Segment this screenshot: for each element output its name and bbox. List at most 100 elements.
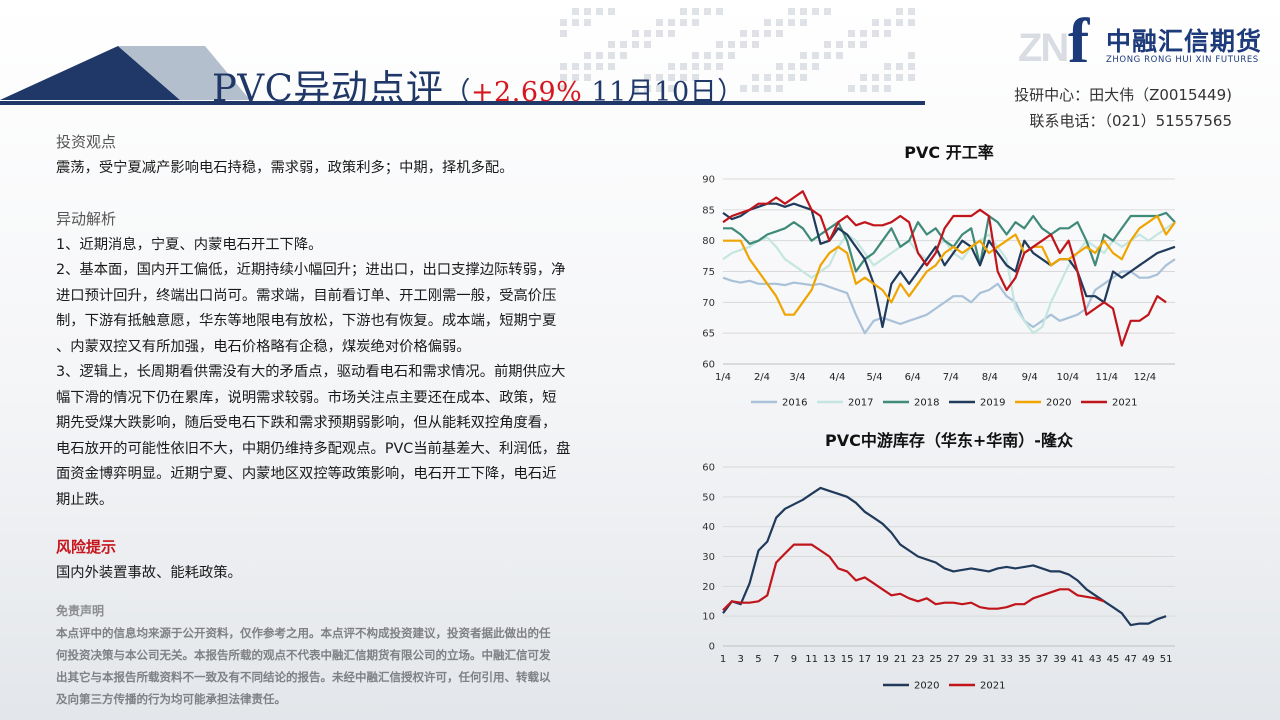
map-dot [788,74,795,81]
series-line-2020 [722,486,1167,627]
analysis-line: 3、逻辑上，长周期看供需没有大的矛盾点，驱动看电石和需求情况。前期供应大 [56,364,566,380]
map-dot [668,85,675,92]
header-rule [0,101,905,105]
x-tick-label: 49 [1142,654,1155,665]
analysis-line: 面资金博弈明显。近期宁夏、内蒙地区双控等政策影响，电石开工下降，电石近 [56,466,557,482]
logo-f-mark: f [1068,5,1090,76]
y-tick-label: 75 [702,267,715,278]
map-dot [644,85,651,92]
map-dot [788,63,795,70]
y-tick-label: 0 [709,642,715,653]
map-dot [716,41,723,48]
y-tick-label: 60 [702,463,715,474]
map-dot [680,19,687,26]
disclaimer-line: 及向第三方传播的行为均可能承担法律责任。 [56,692,286,706]
chart-title: PVC中游库存（华东+华南）-隆众 [825,431,1074,450]
map-dot [776,63,783,70]
map-dot [572,19,579,26]
map-dot [596,8,603,15]
map-dot [728,41,735,48]
map-dot [848,30,855,37]
map-dot [596,63,603,70]
x-tick-label: 1 [720,654,726,665]
page-title: PVC异动点评（+2.69% 11月10日） [212,67,745,110]
map-dot [884,74,891,81]
y-tick-label: 30 [702,552,715,563]
map-dot [692,19,699,26]
legend-label: 2021 [1112,398,1137,409]
header-triangle-dark [0,46,180,100]
map-dot [908,63,915,70]
map-dot [596,52,603,59]
map-dot [776,85,783,92]
x-tick-label: 5/4 [867,372,883,383]
y-tick-label: 40 [702,522,715,533]
y-tick-label: 60 [702,360,715,371]
map-dot [632,30,639,37]
legend-label: 2017 [848,398,873,409]
map-dot [704,8,711,15]
map-dot [644,30,651,37]
x-tick-label: 8/4 [982,372,998,383]
map-dot [656,19,663,26]
x-tick-label: 35 [1018,654,1031,665]
analysis-paragraph: 1、近期消息，宁夏、内蒙电石开工下降。 2、基本面，国内开工偏低，近期持续小幅回… [56,233,636,514]
map-dot [632,85,639,92]
map-dot [788,8,795,15]
disclaimer-line: 本点评中的信息均来源于公开资料，仅作参考之用。本点评不构成投资建议，投资者据此做… [56,626,551,640]
analysis-line: 、内蒙双控又有所加强，电石价格略有企稳，煤炭绝对价格偏弱。 [56,338,471,355]
x-tick-label: 2/4 [754,372,770,383]
x-tick-label: 37 [1036,654,1049,665]
series-line-2017 [722,221,1176,335]
map-dot [872,85,879,92]
map-dot [884,30,891,37]
map-dot [572,8,579,15]
map-dot [884,85,891,92]
series-line-2020 [723,214,1176,316]
x-tick-label: 7/4 [943,372,959,383]
map-dot [764,85,771,92]
map-dot [740,30,747,37]
map-dot [716,8,723,15]
map-dot [644,74,651,81]
map-dot [764,74,771,81]
y-tick-label: 50 [702,492,715,503]
series-line-2016 [722,258,1176,335]
map-dot [572,63,579,70]
map-dot [824,41,831,48]
map-dot [836,41,843,48]
x-tick-label: 9 [791,654,797,665]
map-dot [704,52,711,59]
x-tick-label: 29 [965,654,978,665]
disclaimer-line: 出其它与本报告所载资料不一致及有不同结论的报告。未经中融汇信授权许可，任何引用、… [56,670,551,684]
analysis-line: 期先受煤大跌影响，随后受电石下跌和需求预期弱影响，但从能耗双控角度看， [56,415,557,431]
map-dot [800,8,807,15]
series-line-2018 [723,211,1176,273]
x-tick-label: 15 [841,654,854,665]
x-tick-label: 27 [947,654,960,665]
x-tick-label: 13 [823,654,836,665]
map-dot [764,19,771,26]
map-dot [668,19,675,26]
map-dot [740,85,747,92]
legend-label: 2016 [782,398,807,409]
map-dot [872,30,879,37]
map-dot [884,63,891,70]
analysis-line: 2、基本面，国内开工偏低，近期持续小幅回升；进出口，出口支撑边际转弱，净 [56,262,566,278]
logo-zn-mark: ZN [1018,26,1069,70]
x-tick-label: 7 [773,654,779,665]
header-triangle-light [118,46,250,100]
map-dot [620,41,627,48]
map-dot [848,85,855,92]
map-dot [560,74,567,81]
analysis-line: 制，下游有抵触意愿，华东等地限电有放松，下游也有恢复。成本端，短期宁夏 [56,313,557,329]
legend-label: 2018 [914,398,939,409]
x-tick-label: 21 [894,654,907,665]
map-dot [584,74,591,81]
x-tick-label: 25 [929,654,942,665]
analysis-line: 电石放开的可能性依旧不大，中期仍维持多配观点。PVC当前基差大、利润低，盘 [56,440,571,457]
map-dot [788,19,795,26]
map-dot [716,63,723,70]
map-dot [560,19,567,26]
